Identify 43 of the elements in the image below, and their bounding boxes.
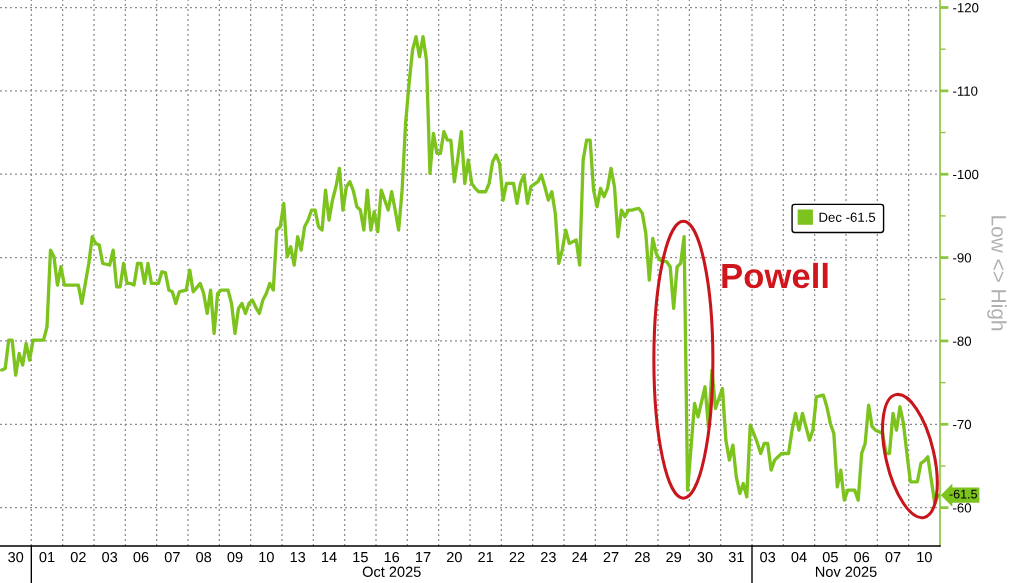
text: Oct 2025 (362, 566, 421, 577)
x-tick-label: 03 (760, 551, 776, 563)
x-tick-label: 06 (133, 551, 149, 563)
x-tick-label: 27 (603, 551, 619, 563)
x-tick-label: 30 (8, 551, 24, 563)
x-tick-label: 30 (697, 551, 713, 563)
x-tick-label: 07 (164, 551, 180, 563)
x-tick-label: 10 (259, 551, 274, 563)
x-tick-label: 29 (666, 551, 682, 563)
x-tick-label: 10 (917, 551, 932, 563)
text: Nov 2025 (815, 566, 877, 577)
x-tick-label: 08 (196, 551, 212, 563)
x-tick-label: 05 (822, 551, 838, 563)
y-tick-label: -110 (953, 86, 978, 96)
x-tick-label: 14 (322, 552, 337, 563)
x-tick-label: 16 (384, 551, 400, 563)
annotation: Powell (722, 262, 828, 289)
y-axis-title: Low <> High (987, 216, 1007, 331)
x-tick-label: 09 (227, 551, 243, 563)
x-tick-label: 20 (446, 551, 462, 563)
data-label: -61.5 (949, 489, 977, 499)
y-tick-label: -60 (953, 503, 972, 513)
x-tick-label: 15 (353, 552, 368, 563)
y-tick-label: -90 (953, 253, 972, 263)
x-tick-label: 17 (416, 552, 431, 563)
x-tick-label: 01 (39, 551, 55, 563)
x-tick-label: 02 (70, 551, 86, 563)
x-tick-label: 06 (854, 551, 870, 563)
y-tick-label: -80 (953, 336, 972, 346)
y-tick-label: -70 (953, 419, 972, 430)
x-tick-label: 21 (478, 551, 494, 563)
x-tick-label: 31 (728, 551, 744, 563)
x-tick-label: 24 (572, 551, 588, 563)
x-tick-label: 03 (102, 551, 118, 563)
x-tick-label: 04 (791, 551, 807, 563)
y-tick-label: -100 (953, 169, 979, 180)
x-tick-label: 22 (509, 551, 525, 563)
x-tick-label: 07 (885, 551, 901, 563)
x-tick-label: 23 (540, 551, 556, 563)
x-tick-label: 28 (634, 551, 650, 563)
x-tick-label: 13 (290, 551, 306, 563)
legend-label: Dec -61.5 (819, 212, 876, 222)
y-tick-label: -120 (953, 3, 979, 13)
